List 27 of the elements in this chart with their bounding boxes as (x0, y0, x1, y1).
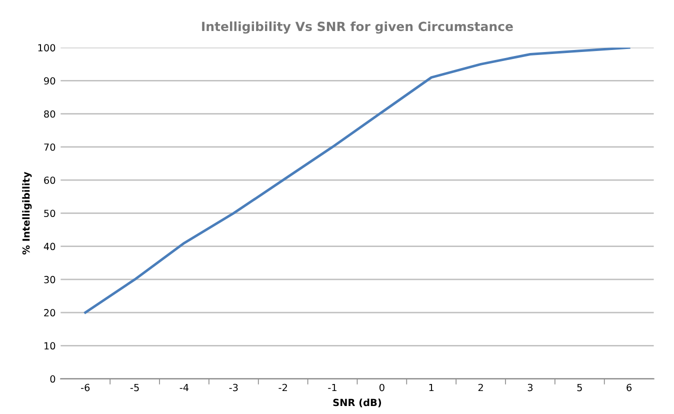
y-tick-label: 70 (44, 143, 56, 151)
y-tick-label: 90 (44, 77, 56, 85)
y-tick-label: 40 (44, 242, 56, 250)
x-tick-label: 2 (478, 384, 483, 392)
y-tick-label: 80 (44, 110, 56, 118)
y-tick-label: 10 (44, 342, 56, 350)
y-tick-label: 20 (44, 309, 56, 316)
x-tick-label: 6 (626, 384, 632, 392)
y-tick-label: 30 (44, 276, 56, 284)
x-tick-label: -6 (81, 384, 90, 392)
y-tick-label: 100 (38, 44, 56, 52)
y-tick-label: 60 (44, 176, 56, 184)
x-tick-label: 3 (528, 384, 533, 392)
y-tick-label: 0 (50, 375, 56, 383)
y-tick-label: 50 (44, 210, 56, 218)
x-tick-label: 1 (429, 384, 434, 392)
line-series (84, 48, 630, 314)
x-tick-label: -2 (278, 384, 287, 392)
x-tick-label: -5 (130, 384, 139, 392)
x-tick-label: 0 (379, 384, 384, 392)
x-tick-label: -1 (328, 384, 336, 392)
y-axis-title: % Intelligibility (22, 172, 32, 254)
x-tick-label: -4 (180, 384, 189, 392)
x-tick-label: 5 (577, 384, 582, 392)
x-axis-title: SNR (dB) (333, 398, 382, 408)
chart-title: Intelligibility Vs SNR for given Circumstance (202, 21, 513, 34)
x-tick-label: -3 (229, 384, 238, 392)
